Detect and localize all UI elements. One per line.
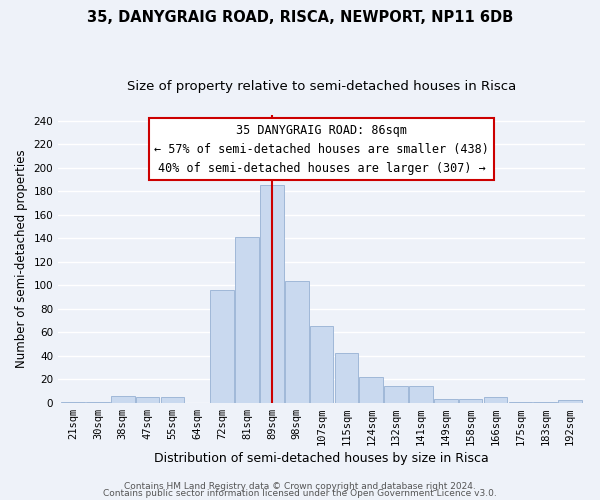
Bar xyxy=(434,399,458,402)
Text: Contains public sector information licensed under the Open Government Licence v3: Contains public sector information licen… xyxy=(103,489,497,498)
Bar xyxy=(385,386,408,402)
Bar xyxy=(235,237,259,402)
Bar xyxy=(409,386,433,402)
Bar xyxy=(484,397,508,402)
Bar xyxy=(211,290,234,403)
Bar xyxy=(335,354,358,403)
Bar xyxy=(359,377,383,402)
Bar xyxy=(136,397,160,402)
Text: 35, DANYGRAIG ROAD, RISCA, NEWPORT, NP11 6DB: 35, DANYGRAIG ROAD, RISCA, NEWPORT, NP11… xyxy=(87,10,513,25)
Bar xyxy=(161,397,184,402)
Bar xyxy=(111,396,134,402)
Bar xyxy=(459,399,482,402)
Text: Contains HM Land Registry data © Crown copyright and database right 2024.: Contains HM Land Registry data © Crown c… xyxy=(124,482,476,491)
Bar xyxy=(310,326,334,402)
Bar xyxy=(285,280,308,402)
Y-axis label: Number of semi-detached properties: Number of semi-detached properties xyxy=(15,150,28,368)
Title: Size of property relative to semi-detached houses in Risca: Size of property relative to semi-detach… xyxy=(127,80,516,93)
Bar xyxy=(558,400,582,402)
Text: 35 DANYGRAIG ROAD: 86sqm
← 57% of semi-detached houses are smaller (438)
40% of : 35 DANYGRAIG ROAD: 86sqm ← 57% of semi-d… xyxy=(154,124,489,174)
Bar xyxy=(260,186,284,402)
X-axis label: Distribution of semi-detached houses by size in Risca: Distribution of semi-detached houses by … xyxy=(154,452,489,465)
